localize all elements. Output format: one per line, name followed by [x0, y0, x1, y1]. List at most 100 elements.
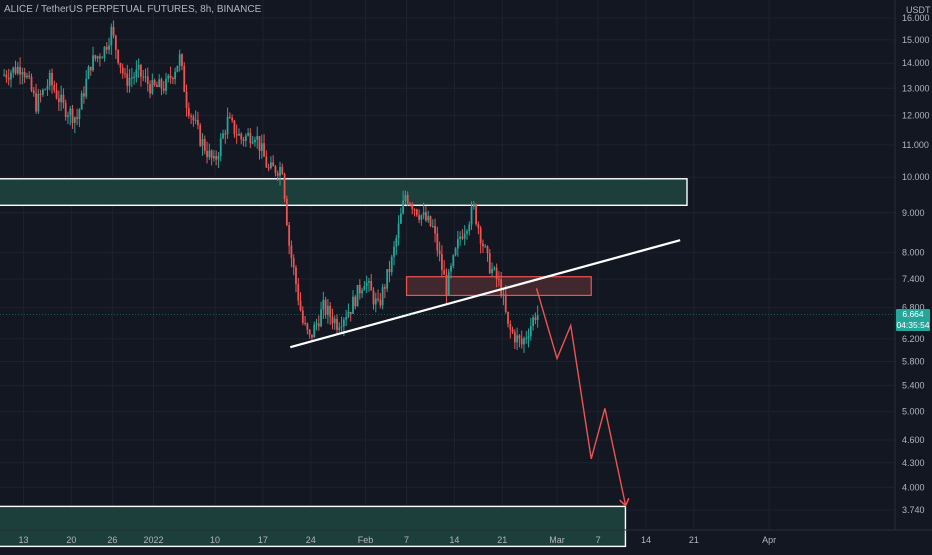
candle-body — [160, 79, 163, 89]
time-tick-label: 24 — [306, 535, 316, 545]
candle-body — [71, 108, 74, 123]
candle-body — [110, 26, 113, 46]
candle-body — [244, 135, 247, 141]
candle-body — [112, 26, 115, 36]
candle-body — [30, 76, 33, 91]
candle-body — [511, 329, 514, 333]
candle-body — [370, 281, 373, 291]
candle-body — [536, 314, 539, 321]
candle-body — [311, 334, 313, 338]
candle-body — [62, 94, 65, 103]
candle-body — [130, 77, 133, 79]
candle-body — [331, 316, 334, 324]
price-tick-label: 13.000 — [902, 83, 930, 93]
candle-body — [176, 65, 179, 72]
candle-body — [94, 55, 97, 59]
candle-body — [76, 117, 78, 119]
time-tick-label: 21 — [497, 535, 507, 545]
candle-body — [461, 236, 464, 239]
candle-body — [374, 298, 377, 305]
candle-body — [427, 216, 430, 221]
candle-body — [279, 167, 281, 176]
candle-body — [381, 287, 384, 306]
candle-body — [67, 115, 69, 118]
candle-body — [231, 117, 234, 121]
candle-body — [342, 319, 345, 327]
candle-body — [349, 311, 352, 314]
time-tick-label: Apr — [762, 535, 776, 545]
candle-body — [281, 167, 284, 175]
candle-body — [101, 57, 104, 59]
grid — [0, 0, 895, 530]
price-tick-label: 15.000 — [902, 35, 930, 45]
price-tick-label: 11.000 — [902, 140, 929, 150]
candle-body — [142, 76, 145, 78]
candle-body — [420, 215, 423, 220]
price-tick-label: 7.400 — [902, 274, 925, 284]
time-tick-label: 7 — [596, 535, 601, 545]
candle-body — [256, 136, 259, 140]
candle-body — [507, 311, 509, 324]
candle-body — [28, 75, 31, 77]
candle-body — [324, 299, 327, 315]
time-tick-label: 14 — [641, 535, 651, 545]
candle-body — [365, 282, 368, 286]
time-tick-label: Feb — [358, 535, 374, 545]
price-axis-currency: USDT — [906, 5, 931, 15]
candle-body — [210, 150, 213, 159]
candle-body — [390, 256, 393, 273]
last-price-badge: 6.664 04:35:54 — [896, 309, 930, 331]
candle-body — [3, 74, 6, 76]
candle-body — [137, 64, 140, 70]
candle-body — [509, 323, 512, 330]
candle-body — [57, 98, 60, 103]
candle-body — [247, 133, 249, 136]
candle-body — [292, 258, 295, 268]
candle-body — [238, 133, 240, 136]
candle-body — [283, 174, 286, 199]
price-tick-label: 4.000 — [902, 482, 925, 492]
candle-body — [386, 269, 389, 289]
price-tick-label: 5.400 — [902, 381, 925, 391]
candle-body — [156, 84, 158, 87]
candle-body — [297, 284, 300, 301]
candle-body — [447, 271, 450, 296]
candle-body — [7, 77, 10, 80]
candle-body — [500, 279, 503, 296]
candle-body — [249, 133, 252, 144]
candle-body — [333, 318, 336, 324]
drawings — [0, 239, 895, 504]
candle-body — [436, 233, 439, 251]
candle-body — [484, 246, 487, 248]
candle-body — [429, 216, 432, 226]
price-tick-label: 3.740 — [902, 505, 925, 515]
candle-body — [301, 310, 304, 323]
supply-zone — [0, 178, 688, 207]
candle-body — [397, 223, 400, 238]
candle-body — [251, 142, 254, 144]
candle-body — [361, 290, 363, 294]
candle-body — [276, 173, 279, 176]
candle-body — [384, 287, 386, 289]
candle-body — [121, 67, 124, 74]
candle-body — [267, 167, 270, 169]
candle-body — [265, 156, 268, 168]
candle-body — [377, 298, 379, 300]
candle-body — [69, 108, 72, 116]
candle-body — [459, 236, 462, 240]
candle-body — [463, 233, 466, 239]
candle-body — [181, 54, 183, 67]
price-tick-label: 8.000 — [902, 248, 925, 258]
candle-body — [466, 231, 468, 234]
candle-body — [83, 93, 85, 97]
price-tick-label: 4.300 — [902, 458, 925, 468]
candle-body — [165, 78, 167, 91]
candle-body — [285, 198, 288, 226]
bar-countdown: 04:35:54 — [896, 320, 930, 330]
candle-body — [203, 139, 206, 151]
candle-body — [336, 318, 338, 330]
candle-body — [162, 88, 165, 91]
price-tick-label: 5.800 — [902, 356, 925, 366]
candle-body — [44, 89, 47, 91]
candle-body — [215, 156, 218, 160]
